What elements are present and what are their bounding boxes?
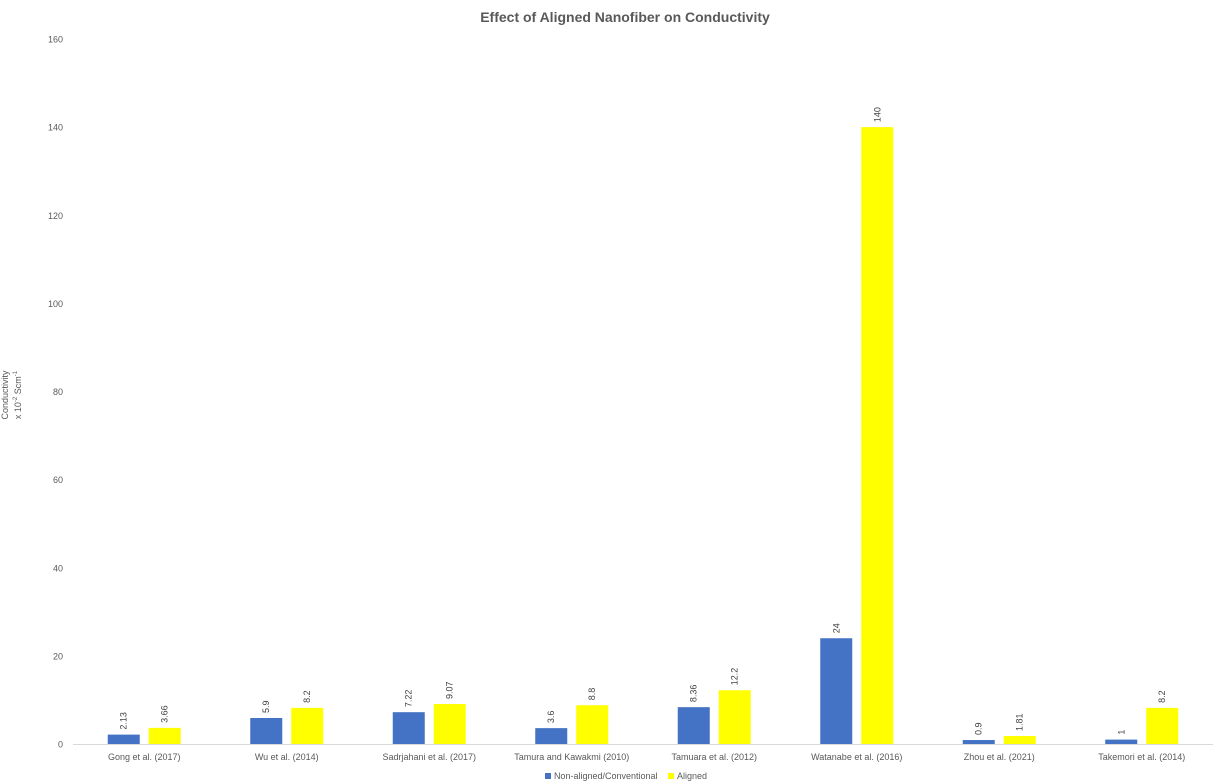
x-tick-label: Tamuara et al. (2012)	[671, 752, 757, 762]
legend: Non-aligned/Conventional Aligned	[0, 771, 1214, 781]
data-label: 3.66	[160, 705, 170, 723]
y-tick-label: 60	[53, 475, 63, 485]
bar-non-aligned	[392, 712, 425, 744]
legend-item-non-aligned: Non-aligned/Conventional	[544, 771, 658, 781]
y-tick-label: 40	[53, 563, 63, 573]
y-tick-label: 20	[53, 651, 63, 661]
chart-title: Effect of Aligned Nanofiber on Conductiv…	[480, 9, 770, 25]
y-tick-label: 120	[48, 211, 63, 221]
legend-item-aligned: Aligned	[668, 771, 707, 781]
bar-aligned	[1146, 707, 1179, 744]
legend-swatch-aligned	[668, 773, 675, 779]
data-label: 12.2	[730, 668, 740, 686]
data-label: 8.8	[587, 688, 597, 701]
data-label: 7.22	[404, 690, 414, 708]
x-tick-label: Wu et al. (2014)	[255, 752, 319, 762]
y-axis-label-line2: x 10-2 Scm-1	[13, 370, 23, 420]
bar-aligned	[718, 690, 751, 744]
y-tick-label: 80	[53, 387, 63, 397]
x-tick-label: Sadrjahani et al. (2017)	[382, 752, 476, 762]
legend-label-aligned: Aligned	[677, 771, 708, 781]
y-tick-label: 0	[58, 740, 63, 750]
bar-aligned	[576, 705, 609, 744]
data-label: 2.13	[119, 712, 129, 730]
x-tick-label: Zhou et al. (2021)	[964, 752, 1035, 762]
data-label: 1	[1116, 730, 1126, 735]
data-label: 24	[831, 623, 841, 633]
legend-swatch-non-aligned	[544, 773, 551, 779]
bar-non-aligned	[677, 707, 710, 744]
legend-label-non-aligned: Non-aligned/Conventional	[553, 771, 658, 781]
data-label: 1.81	[1015, 713, 1025, 731]
x-tick-label: Takemori et al. (2014)	[1098, 752, 1185, 762]
data-label: 140	[872, 107, 882, 122]
x-tick-label: Tamura and Kawakmi (2010)	[514, 752, 629, 762]
data-label: 9.07	[445, 682, 455, 700]
bar-aligned	[861, 127, 894, 744]
bar-aligned	[1003, 736, 1036, 744]
x-tick-label: Gong et al. (2017)	[108, 752, 181, 762]
y-axis-label: Conductivity x 10-2 Scm-1	[0, 335, 24, 455]
bar-aligned	[433, 704, 466, 744]
x-tick-label: Watanabe et al. (2016)	[811, 752, 902, 762]
y-tick-label: 160	[48, 35, 63, 45]
bar-aligned	[148, 727, 181, 744]
bar-non-aligned	[962, 740, 995, 744]
bar-non-aligned	[1105, 739, 1138, 744]
y-axis-label-line1: Conductivity	[0, 370, 10, 420]
data-label: 8.2	[302, 690, 312, 703]
y-tick-label: 100	[48, 299, 63, 309]
data-label: 8.36	[689, 685, 699, 703]
data-label: 3.6	[546, 711, 556, 724]
bar-non-aligned	[820, 638, 853, 744]
bar-non-aligned	[250, 718, 283, 744]
bar-non-aligned	[107, 734, 140, 744]
data-label: 5.9	[261, 700, 271, 713]
data-label: 0.9	[974, 723, 984, 736]
bar-aligned	[291, 707, 324, 744]
bar-non-aligned	[535, 728, 568, 744]
data-label: 8.2	[1157, 690, 1167, 703]
y-tick-label: 140	[48, 123, 63, 133]
